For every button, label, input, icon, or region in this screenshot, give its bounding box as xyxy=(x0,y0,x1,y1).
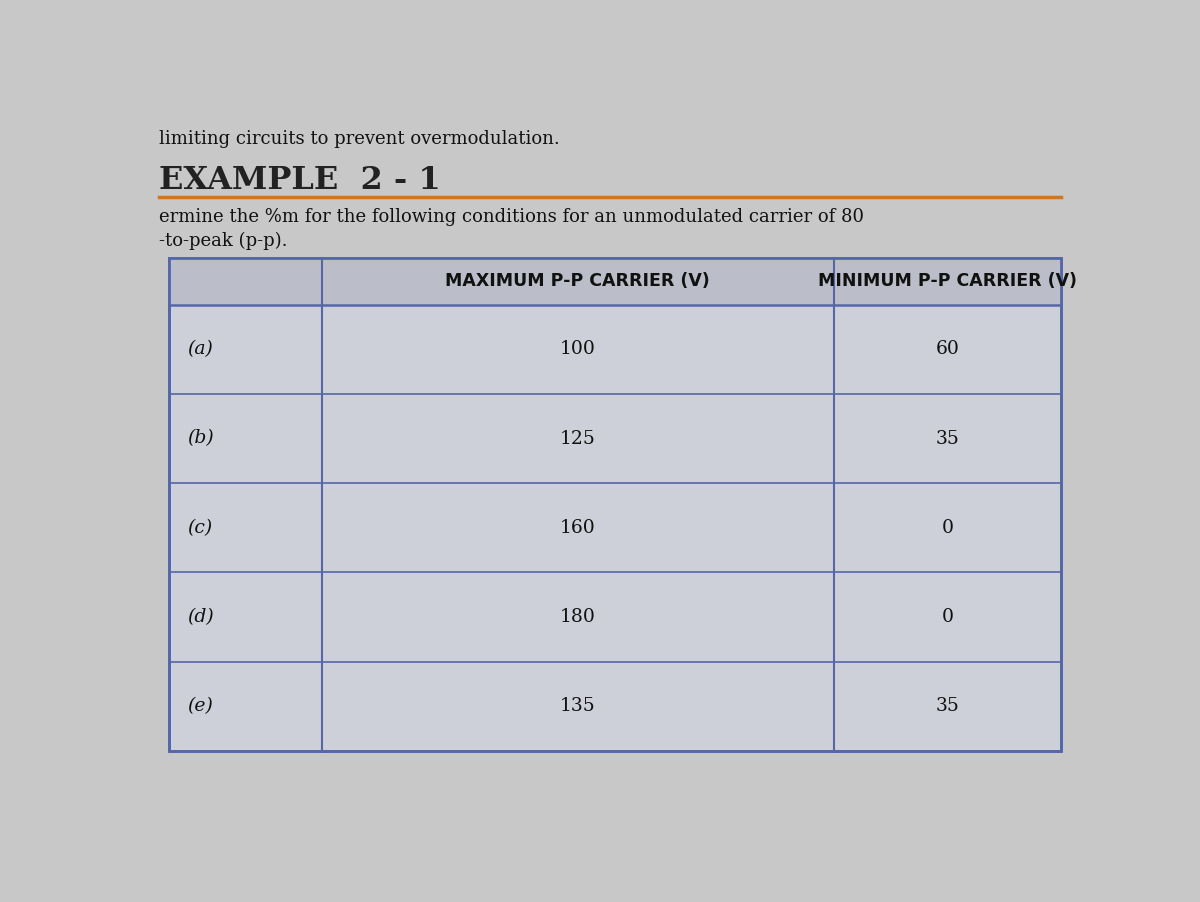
Text: 35: 35 xyxy=(936,429,960,447)
Text: limiting circuits to prevent overmodulation.: limiting circuits to prevent overmodulat… xyxy=(160,131,560,149)
Text: 0: 0 xyxy=(942,519,954,537)
Text: 135: 135 xyxy=(560,697,595,715)
Text: 100: 100 xyxy=(560,340,595,358)
Text: -to-peak (p-p).: -to-peak (p-p). xyxy=(160,232,288,250)
Text: 0: 0 xyxy=(942,608,954,626)
Bar xyxy=(168,258,1061,750)
Text: 60: 60 xyxy=(936,340,960,358)
Text: (b): (b) xyxy=(187,429,214,447)
Text: 35: 35 xyxy=(936,697,960,715)
Text: 160: 160 xyxy=(560,519,595,537)
Text: 125: 125 xyxy=(560,429,595,447)
Text: ermine the %m for the following conditions for an unmodulated carrier of 80: ermine the %m for the following conditio… xyxy=(160,208,864,226)
Text: EXAMPLE  2 - 1: EXAMPLE 2 - 1 xyxy=(160,165,442,197)
Text: (a): (a) xyxy=(187,340,214,358)
Text: (d): (d) xyxy=(187,608,214,626)
Text: (e): (e) xyxy=(187,697,214,715)
Bar xyxy=(168,258,1061,305)
Text: MAXIMUM P-P CARRIER (V): MAXIMUM P-P CARRIER (V) xyxy=(445,272,710,290)
Text: MINIMUM P-P CARRIER (V): MINIMUM P-P CARRIER (V) xyxy=(818,272,1076,290)
Text: 180: 180 xyxy=(560,608,595,626)
Text: (c): (c) xyxy=(187,519,212,537)
